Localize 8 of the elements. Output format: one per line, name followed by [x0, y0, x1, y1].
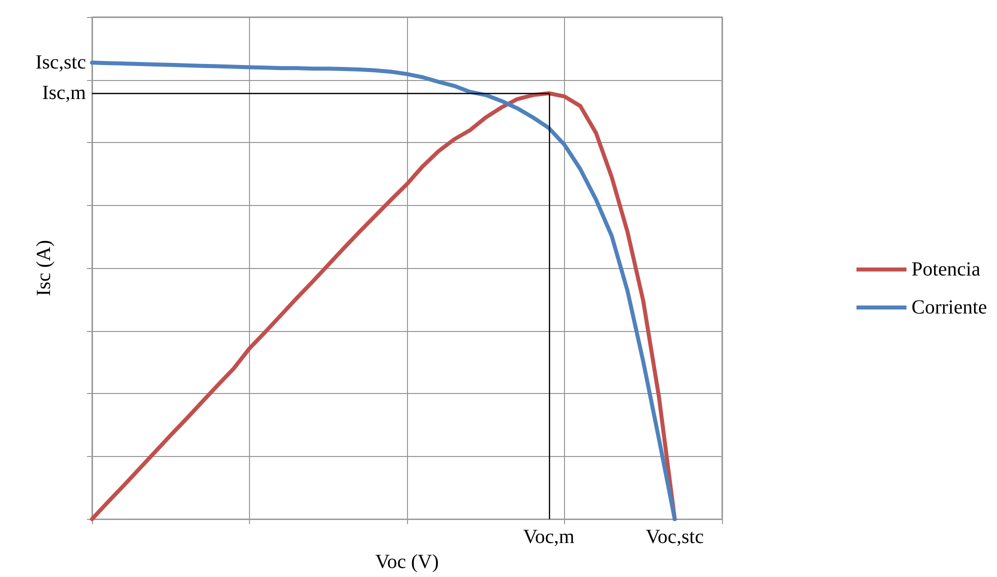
y-axis-title: Isc (A) [33, 240, 55, 296]
text: Isc,stc [35, 52, 86, 74]
x-tick-label: Voc,stc [646, 526, 704, 548]
x-tick-label: Voc,m [523, 526, 575, 548]
ref-line-label: Isc,m [42, 82, 86, 104]
x-axis-title: Voc (V) [375, 551, 439, 573]
legend-label: Potencia [911, 258, 980, 280]
legend-label: Corriente [911, 296, 988, 318]
